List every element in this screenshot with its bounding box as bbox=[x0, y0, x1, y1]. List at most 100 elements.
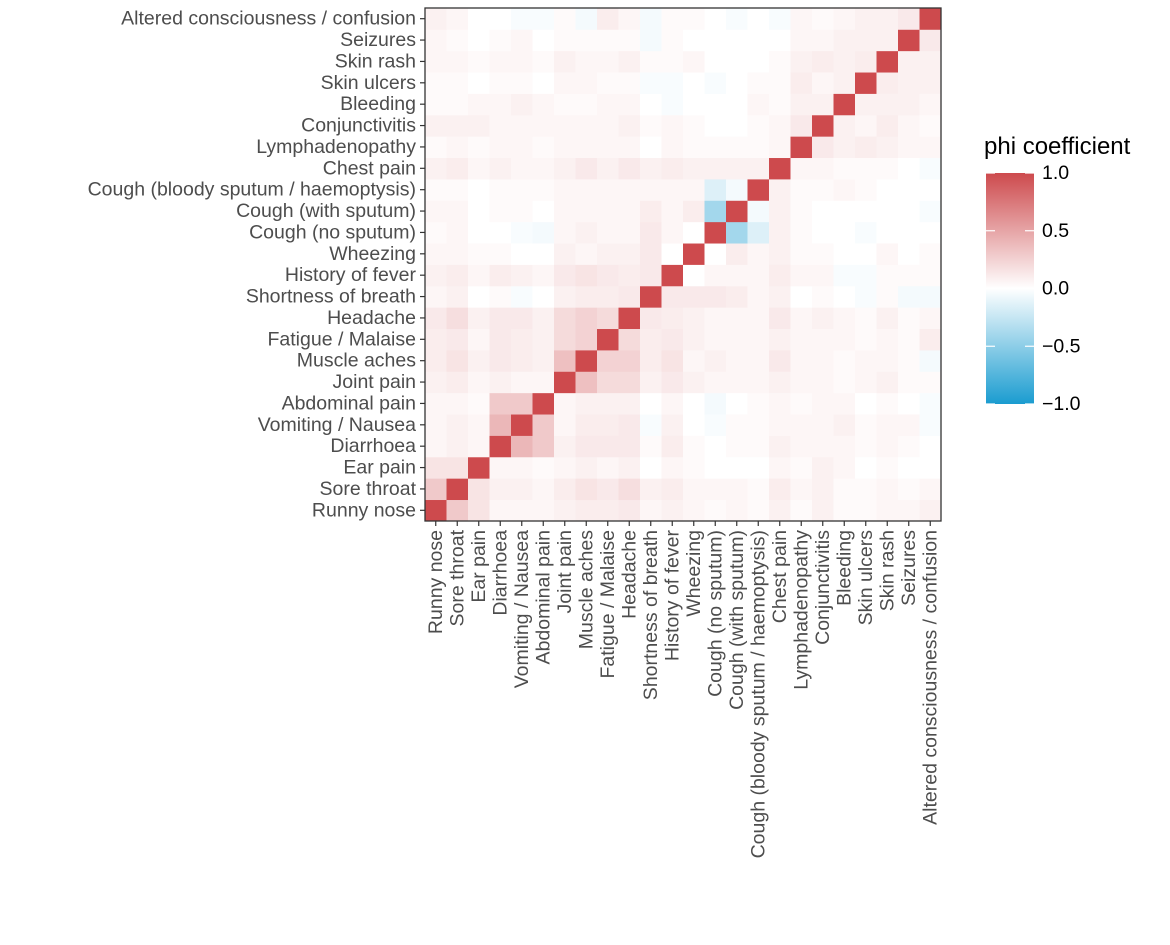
heatmap-cell bbox=[898, 371, 920, 394]
heatmap-cell bbox=[489, 50, 512, 73]
heatmap-cell bbox=[919, 179, 942, 201]
heatmap-cell bbox=[468, 243, 490, 265]
heatmap-cell bbox=[597, 200, 619, 223]
heatmap-cell bbox=[532, 93, 555, 116]
heatmap-cell bbox=[898, 328, 920, 351]
heatmap-cell bbox=[726, 136, 748, 159]
heatmap-cell bbox=[446, 414, 469, 436]
heatmap-cell bbox=[833, 221, 856, 244]
heatmap-cell bbox=[704, 93, 727, 116]
heatmap-cell bbox=[661, 179, 684, 201]
heatmap-cell bbox=[511, 221, 533, 244]
heatmap-cell bbox=[554, 371, 576, 394]
heatmap-cell bbox=[468, 264, 490, 287]
heatmap-cell bbox=[919, 328, 942, 351]
heatmap-cell bbox=[554, 72, 576, 94]
heatmap-cell bbox=[833, 414, 856, 436]
heatmap-cell bbox=[769, 93, 791, 116]
heatmap-cell bbox=[425, 114, 447, 137]
heatmap-cell bbox=[468, 456, 490, 479]
heatmap-cell bbox=[640, 435, 662, 458]
heatmap-cell bbox=[769, 243, 791, 265]
heatmap-cell bbox=[790, 93, 813, 116]
heatmap-cell bbox=[683, 285, 705, 308]
heatmap-cell bbox=[833, 371, 856, 394]
heatmap-cell bbox=[532, 328, 555, 351]
heatmap-cell bbox=[554, 243, 576, 265]
heatmap-cell bbox=[919, 221, 942, 244]
y-tick-label: Joint pain bbox=[333, 371, 416, 393]
heatmap-cell bbox=[489, 392, 512, 415]
legend-tick-label: −0.5 bbox=[1042, 335, 1081, 357]
heatmap-cell bbox=[790, 307, 813, 330]
heatmap-cell bbox=[919, 285, 942, 308]
heatmap-cell bbox=[855, 414, 877, 436]
heatmap-cell bbox=[747, 350, 770, 372]
heatmap-cell bbox=[898, 478, 920, 501]
heatmap-cell bbox=[575, 8, 598, 30]
heatmap-cell bbox=[855, 499, 877, 522]
heatmap-cell bbox=[898, 50, 920, 73]
heatmap-cell bbox=[855, 29, 877, 52]
heatmap-cell bbox=[898, 414, 920, 436]
heatmap-cell bbox=[790, 72, 813, 94]
heatmap-cell bbox=[812, 350, 834, 372]
heatmap-cell bbox=[747, 392, 770, 415]
heatmap-cell bbox=[597, 456, 619, 479]
heatmap-cell bbox=[597, 72, 619, 94]
heatmap-cell bbox=[618, 350, 641, 372]
heatmap-cell bbox=[511, 50, 533, 73]
heatmap-cell bbox=[511, 72, 533, 94]
heatmap-cell bbox=[618, 200, 641, 223]
heatmap-cell bbox=[597, 307, 619, 330]
heatmap-cell bbox=[511, 414, 533, 436]
heatmap-cell bbox=[726, 243, 748, 265]
heatmap-cell bbox=[726, 114, 748, 137]
heatmap-cell bbox=[640, 93, 662, 116]
heatmap-cell bbox=[898, 200, 920, 223]
heatmap-cell bbox=[683, 200, 705, 223]
heatmap-cell bbox=[597, 50, 619, 73]
heatmap-cell bbox=[683, 371, 705, 394]
heatmap-cell bbox=[489, 221, 512, 244]
heatmap-cell bbox=[468, 499, 490, 522]
heatmap-cell bbox=[446, 200, 469, 223]
heatmap-cell bbox=[640, 414, 662, 436]
y-tick-label: Cough (no sputum) bbox=[249, 221, 416, 243]
heatmap-cell bbox=[554, 93, 576, 116]
heatmap-cell bbox=[833, 200, 856, 223]
heatmap-cell bbox=[919, 50, 942, 73]
heatmap-cell bbox=[812, 478, 834, 501]
heatmap-cell bbox=[855, 456, 877, 479]
heatmap-cell bbox=[618, 72, 641, 94]
heatmap-cell bbox=[898, 435, 920, 458]
y-tick-label: Sore throat bbox=[320, 478, 417, 500]
heatmap-cell bbox=[575, 371, 598, 394]
y-tick-label: Seizures bbox=[340, 29, 416, 51]
heatmap-cell bbox=[747, 435, 770, 458]
heatmap-cell bbox=[618, 414, 641, 436]
heatmap-cell bbox=[661, 456, 684, 479]
heatmap-cell bbox=[597, 221, 619, 244]
heatmap-cell bbox=[769, 414, 791, 436]
heatmap-cell bbox=[532, 29, 555, 52]
heatmap-cell bbox=[833, 285, 856, 308]
y-tick-label: Lymphadenopathy bbox=[256, 136, 416, 158]
heatmap-cell bbox=[618, 435, 641, 458]
heatmap-cell bbox=[704, 29, 727, 52]
heatmap-cell bbox=[876, 350, 899, 372]
heatmap-cell bbox=[489, 328, 512, 351]
heatmap-cell bbox=[726, 72, 748, 94]
heatmap-cell bbox=[683, 414, 705, 436]
heatmap-cell bbox=[446, 371, 469, 394]
heatmap-cell bbox=[640, 50, 662, 73]
heatmap-cell bbox=[661, 371, 684, 394]
heatmap-cell bbox=[704, 221, 727, 244]
heatmap-cell bbox=[855, 93, 877, 116]
heatmap-cell bbox=[726, 478, 748, 501]
heatmap-cell bbox=[769, 392, 791, 415]
heatmap-cell bbox=[747, 371, 770, 394]
heatmap-cell bbox=[855, 157, 877, 180]
heatmap-cell bbox=[446, 350, 469, 372]
